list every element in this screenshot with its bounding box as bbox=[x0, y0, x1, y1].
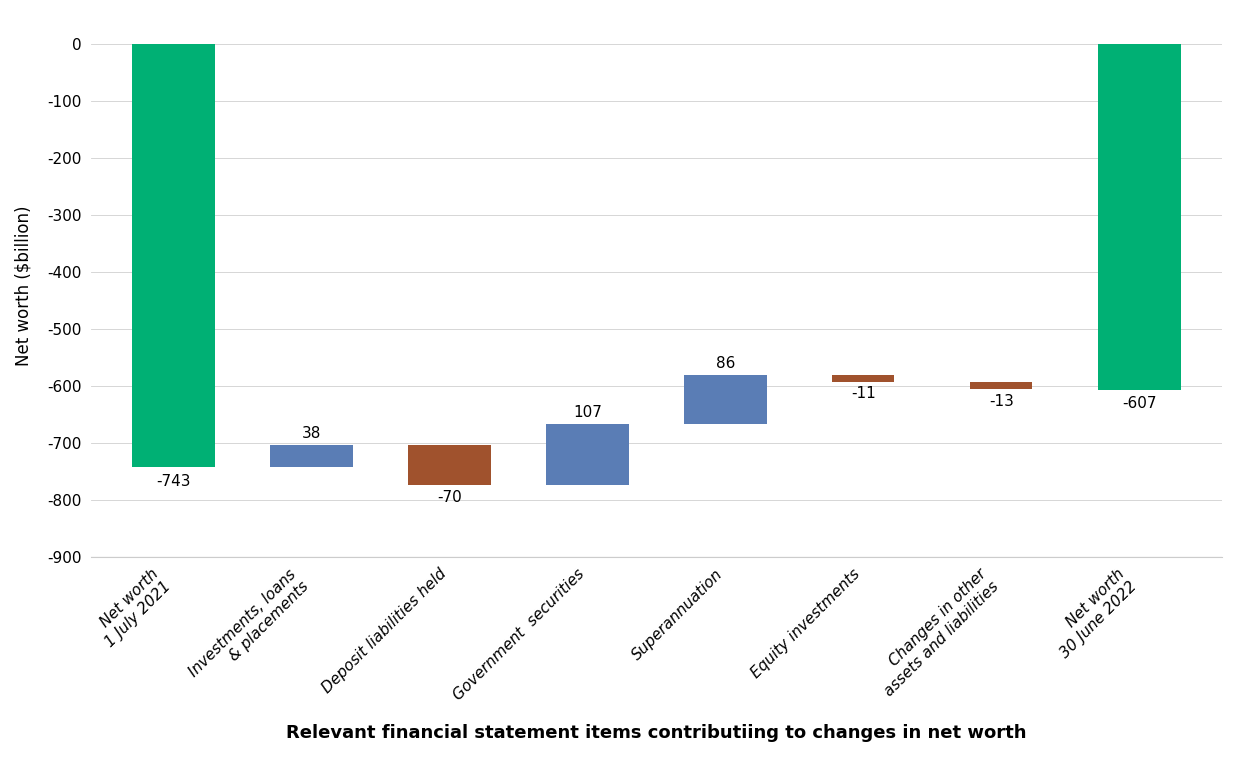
Bar bbox=[970, 382, 1033, 389]
Text: 38: 38 bbox=[302, 426, 322, 441]
Bar bbox=[833, 375, 894, 382]
Text: -70: -70 bbox=[438, 490, 463, 505]
Bar bbox=[271, 445, 353, 467]
Bar bbox=[132, 43, 215, 467]
Text: -13: -13 bbox=[988, 394, 1014, 409]
Bar bbox=[547, 424, 628, 485]
Text: 86: 86 bbox=[716, 356, 735, 371]
Text: -743: -743 bbox=[157, 474, 190, 489]
Text: -11: -11 bbox=[851, 386, 876, 401]
X-axis label: Relevant financial statement items contributiing to changes in net worth: Relevant financial statement items contr… bbox=[286, 724, 1027, 742]
Y-axis label: Net worth ($billion): Net worth ($billion) bbox=[15, 205, 33, 366]
Text: -607: -607 bbox=[1122, 397, 1157, 411]
Text: 107: 107 bbox=[573, 405, 602, 419]
Bar bbox=[1098, 43, 1180, 390]
Bar bbox=[684, 375, 767, 424]
Bar bbox=[408, 445, 491, 485]
